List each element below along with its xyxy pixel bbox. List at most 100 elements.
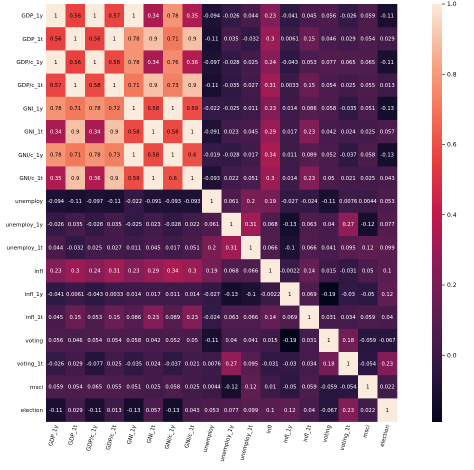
heatmap-cell xyxy=(260,352,281,376)
heatmap-cell xyxy=(338,236,359,260)
heatmap-cell xyxy=(221,352,242,376)
cell-value-label: 0.23 xyxy=(50,269,62,275)
heatmap-cell xyxy=(241,282,261,306)
cell-value-label: 0.58 xyxy=(147,153,159,159)
cell-value-label: -0.037 xyxy=(340,153,357,159)
cell-value-label: 0.71 xyxy=(69,153,81,159)
column-tick-label: GNI_1y xyxy=(127,424,138,445)
cell-value-label: -0.03 xyxy=(283,361,296,367)
heatmap-cell xyxy=(319,27,339,51)
cell-value-label: -0.094 xyxy=(47,199,64,205)
heatmap-cell xyxy=(241,328,261,353)
cell-value-label: 0.78 xyxy=(50,106,62,112)
heatmap-cell xyxy=(377,96,398,121)
heatmap-cell xyxy=(299,120,320,144)
cell-value-label: -0.093 xyxy=(184,199,201,205)
heatmap-cell xyxy=(65,120,86,144)
heatmap-cell xyxy=(280,96,300,121)
heatmap-cell xyxy=(221,212,242,237)
heatmap-cell xyxy=(182,328,203,353)
cell-value-label: -0.11 xyxy=(69,199,82,205)
cell-value-label: 0.031 xyxy=(302,338,317,344)
cell-value-label: -0.097 xyxy=(86,199,103,205)
cell-value-label: 0.014 xyxy=(185,292,201,298)
heatmap-cell xyxy=(280,166,300,190)
cell-value-label: 0.089 xyxy=(165,315,180,321)
cell-value-label: 0.077 xyxy=(321,60,336,66)
heatmap-cell xyxy=(143,120,164,144)
heatmap-cell xyxy=(299,143,320,167)
heatmap-cell xyxy=(241,27,261,51)
cell-value-label: 0.56 xyxy=(89,37,101,43)
cell-value-label: 0.23 xyxy=(381,361,393,367)
heatmap-cell xyxy=(143,143,164,167)
cell-value-label: 0.052 xyxy=(165,338,180,344)
heatmap-cell xyxy=(260,305,281,330)
cell-value-label: 0.077 xyxy=(224,408,239,414)
cell-value-label: -0.032 xyxy=(67,245,84,251)
cell-value-label: 0.59 xyxy=(186,106,198,112)
cell-value-label: -0.041 xyxy=(281,13,298,19)
cell-value-label: 1 xyxy=(347,361,350,367)
cell-value-label: -0.022 xyxy=(125,199,142,205)
heatmap-cell xyxy=(221,305,242,330)
cell-value-label: 0.71 xyxy=(128,83,140,89)
cell-value-label: 0.054 xyxy=(87,338,103,344)
cell-value-label: -0.031 xyxy=(340,269,357,275)
heatmap-cell xyxy=(182,259,203,283)
heatmap-cell xyxy=(143,398,164,422)
cell-value-label: -0.11 xyxy=(322,199,335,205)
heatmap-cell xyxy=(46,27,66,51)
cell-value-label: -0.026 xyxy=(47,361,64,367)
cell-value-label: 0.046 xyxy=(68,338,83,344)
cell-value-label: 0.78 xyxy=(128,37,140,43)
cell-value-label: -0.0022 xyxy=(280,269,300,275)
heatmap-cell xyxy=(46,375,66,399)
cell-value-label: 0.2 xyxy=(208,245,216,251)
heatmap-cell xyxy=(280,305,300,330)
heatmap-cell xyxy=(182,305,203,330)
heatmap-cell xyxy=(319,212,339,237)
cell-value-label: 0.095 xyxy=(341,245,356,251)
cell-value-label: 0.05 xyxy=(362,269,374,275)
cell-value-label: -0.059 xyxy=(359,338,376,344)
cell-value-label: 0.58 xyxy=(89,83,101,89)
cell-value-label: -0.13 xyxy=(225,292,238,298)
cell-value-label: 0.59 xyxy=(128,176,140,182)
heatmap-cell xyxy=(104,4,125,28)
heatmap-cell xyxy=(299,50,320,74)
heatmap-cell xyxy=(65,143,86,167)
cell-value-label: 0.068 xyxy=(224,269,239,275)
heatmap-cell xyxy=(299,4,320,28)
cell-value-label: 0.059 xyxy=(360,13,375,19)
cell-value-label: 0.035 xyxy=(68,222,83,228)
cell-value-label: -0.024 xyxy=(301,199,318,205)
heatmap-cell xyxy=(260,27,281,51)
heatmap-cell xyxy=(124,259,144,283)
heatmap-cell xyxy=(182,120,203,144)
cell-value-label: 0.9 xyxy=(110,176,118,182)
heatmap-cell xyxy=(319,375,339,399)
cell-value-label: 1 xyxy=(386,408,389,414)
heatmap-cell xyxy=(85,352,105,376)
heatmap-cell xyxy=(124,398,144,422)
heatmap-cell xyxy=(338,375,359,399)
heatmap-cell xyxy=(319,143,339,167)
heatmap-cell xyxy=(143,328,164,353)
heatmap-cell xyxy=(221,4,242,28)
heatmap-cell xyxy=(182,143,203,167)
cell-value-label: 0.025 xyxy=(360,129,375,135)
cell-value-label: -0.1 xyxy=(246,292,256,298)
cell-value-label: 0.56 xyxy=(69,60,81,66)
cell-value-label: 0.23 xyxy=(264,13,276,19)
cell-value-label: 0.9 xyxy=(188,83,196,89)
cell-value-label: 1 xyxy=(54,13,57,19)
cell-value-label: -0.05 xyxy=(361,292,374,298)
heatmap-cell xyxy=(202,27,222,51)
column-tick-label: GNI/c_1y xyxy=(164,424,176,450)
cell-value-label: 0.36 xyxy=(89,176,101,182)
heatmap-cell xyxy=(358,328,378,353)
heatmap-cell xyxy=(280,398,300,422)
cell-value-label: 0.23 xyxy=(303,129,315,135)
